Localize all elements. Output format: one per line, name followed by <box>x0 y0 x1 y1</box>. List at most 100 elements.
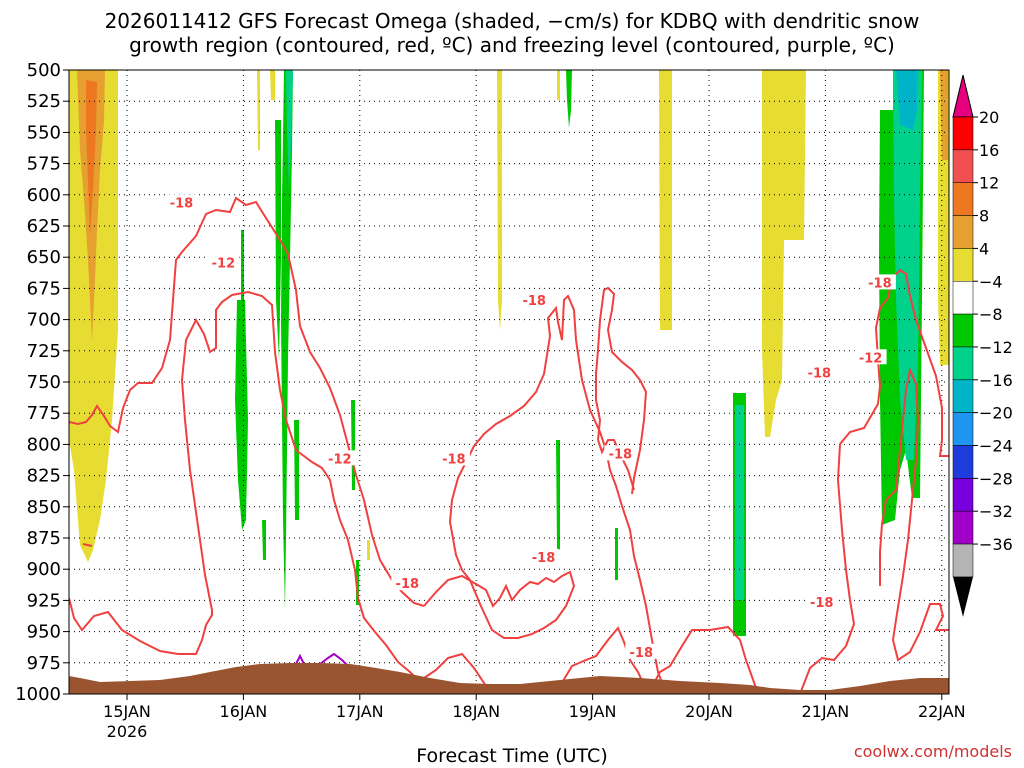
contour-label-bg <box>323 450 356 466</box>
contour-label: -18 <box>808 366 832 381</box>
y-tick-label: 850 <box>27 497 61 518</box>
y-tick-label: 600 <box>27 185 61 206</box>
colorbar-label: −32 <box>979 502 1013 521</box>
dgz-contour <box>82 543 93 547</box>
dgz-contour <box>597 439 635 491</box>
chart-title-line1: 2026011412 GFS Forecast Omega (shaded, −… <box>104 9 920 33</box>
colorbar-swatch <box>952 313 974 348</box>
y-tick-label: 750 <box>27 372 61 393</box>
contour-label: -12 <box>859 351 883 366</box>
omega-shade-orange <box>940 70 948 160</box>
omega-shade-yellow <box>762 70 806 437</box>
omega-shade-green <box>275 120 281 360</box>
omega-shade-teal <box>286 70 293 190</box>
colorbar-swatch <box>952 543 974 578</box>
colorbar-label: −12 <box>979 338 1013 357</box>
colorbar-label: −28 <box>979 469 1013 488</box>
contour-labels: -18 -12 -12 -18 -18 -18 -18 -18 -18 -18 -18 -18 -12 <box>165 194 896 661</box>
colorbar-swatch <box>952 182 974 216</box>
contour-label: -18 <box>522 294 546 309</box>
x-tick-label: 18JAN <box>452 702 500 721</box>
colorbar-label: −16 <box>979 371 1013 390</box>
omega-shade-green <box>566 70 572 128</box>
colorbar-top-arrow <box>952 74 974 118</box>
omega-shade-green <box>262 520 266 560</box>
x-tick-label: 21JAN <box>802 702 850 721</box>
x-tick-label: 15JAN <box>103 702 151 721</box>
y-tick-label: 975 <box>27 653 61 674</box>
colorbar-swatch <box>952 445 974 479</box>
y-tick-label: 900 <box>27 559 61 580</box>
colorbar-label: −36 <box>979 535 1013 554</box>
x-tick-label: 19JAN <box>569 702 617 721</box>
y-tick-label: 575 <box>27 154 61 175</box>
colorbar-label: −8 <box>979 305 1003 324</box>
omega-shade-cyan <box>896 70 918 130</box>
colorbar-swatch <box>952 116 974 151</box>
y-tick-label: 875 <box>27 528 61 549</box>
omega-shade-green <box>615 528 618 580</box>
y-axis: 500 525 550 575 600 625 650 675 700 725 750 775 800 8… <box>15 60 69 705</box>
omega-shade-green <box>281 70 293 610</box>
dgz-contour <box>551 626 649 694</box>
y-tick-label: 500 <box>27 60 61 81</box>
contour-label-bg <box>805 593 838 609</box>
x-axis: 15JAN 16JAN 17JAN 18JAN 19JAN 20JAN 21JAN 22JAN… <box>103 694 966 741</box>
y-tick-label: 550 <box>27 122 61 143</box>
contour-label-bg <box>803 364 836 380</box>
y-tick-label: 675 <box>27 278 61 299</box>
contour-label: -18 <box>442 452 466 467</box>
colorbar-legend: 20 16 12 8 4 −4 −8 −12 −16 −20 −24 −28 −32 −36 <box>952 74 1013 617</box>
dgz-contour <box>647 625 771 694</box>
omega-shade-yellow <box>257 70 260 150</box>
omega-shade-green <box>556 440 560 550</box>
contour-label: -18 <box>532 551 556 566</box>
contour-label: -18 <box>396 577 420 592</box>
colorbar-label: 16 <box>979 141 999 160</box>
y-tick-label: 650 <box>27 247 61 268</box>
colorbar-label: −20 <box>979 404 1013 423</box>
x-tick-label: 17JAN <box>336 702 384 721</box>
colorbar-swatch <box>952 478 974 512</box>
contour-label-bg <box>207 254 240 270</box>
contour-label: -12 <box>328 452 352 467</box>
contour-label: -12 <box>212 256 236 271</box>
terrain-fill <box>69 663 949 694</box>
dgz-contour <box>417 652 497 694</box>
y-tick-label: 700 <box>27 310 61 331</box>
omega-shade-green <box>241 230 244 300</box>
colorbar-swatch <box>952 281 974 315</box>
colorbar-label: 20 <box>979 108 999 127</box>
contour-label-bg <box>854 349 887 365</box>
x-tick-label: 20JAN <box>685 702 733 721</box>
dgz-contours <box>69 196 949 694</box>
dgz-contour <box>799 268 949 694</box>
y-tick-label: 525 <box>27 91 61 112</box>
contour-label-bg <box>518 291 551 307</box>
omega-shade-yellow <box>659 70 672 330</box>
omega-shade-yellow <box>270 70 275 100</box>
contour-label: -18 <box>810 596 834 611</box>
omega-shade-green <box>235 300 248 530</box>
contour-label-bg <box>604 445 637 461</box>
contour-label: -18 <box>609 447 633 462</box>
colorbar-swatch <box>952 510 974 545</box>
dgz-contour <box>423 294 667 694</box>
colorbar-label: −24 <box>979 437 1013 456</box>
colorbar-bottom-arrow <box>953 576 973 617</box>
dgz-contour <box>595 286 648 495</box>
colorbar-swatch <box>952 379 974 413</box>
y-tick-label: 725 <box>27 341 61 362</box>
omega-shade-yellow <box>69 70 118 562</box>
colorbar-swatch <box>952 215 974 249</box>
colorbar-swatch <box>952 149 974 183</box>
y-tick-label: 1000 <box>15 684 61 705</box>
omega-shade-yellow <box>557 70 560 100</box>
y-tick-label: 825 <box>27 466 61 487</box>
contour-label-bg <box>165 194 198 210</box>
contour-label-bg <box>863 274 896 290</box>
x-axis-title: Forecast Time (UTC) <box>416 745 608 767</box>
omega-shade-teal <box>893 70 922 460</box>
grid-lines <box>69 70 949 694</box>
